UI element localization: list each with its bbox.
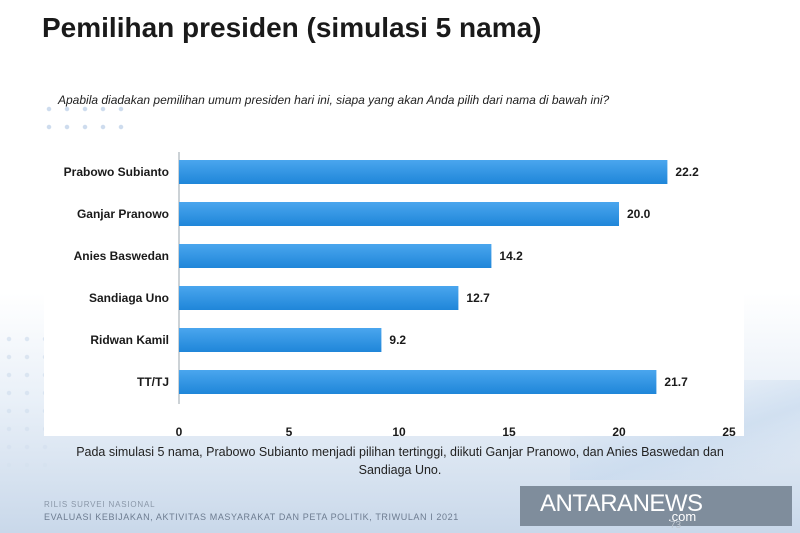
bar — [179, 160, 668, 184]
bar-chart: Prabowo Subianto 22.2 Ganjar Pranowo 20.0 An… — [64, 152, 736, 436]
data-label: 14.2 — [499, 249, 523, 263]
data-label: 20.0 — [627, 207, 651, 221]
x-tick-label: 15 — [502, 425, 516, 436]
category-label: TT/TJ — [137, 375, 169, 389]
footer-survey-label: RILIS SURVEI NASIONAL — [44, 500, 156, 509]
bar — [179, 244, 492, 268]
data-label: 22.2 — [675, 165, 699, 179]
category-label: Sandiaga Uno — [89, 291, 169, 305]
category-label: Anies Baswedan — [74, 249, 169, 263]
data-label: 21.7 — [664, 375, 688, 389]
bar — [179, 328, 382, 352]
x-tick-label: 5 — [286, 425, 293, 436]
footer-survey-title: EVALUASI KEBIJAKAN, AKTIVITAS MASYARAKAT… — [44, 512, 459, 522]
page-title: Pemilihan presiden (simulasi 5 nama) — [42, 12, 542, 43]
category-label: Ridwan Kamil — [90, 333, 169, 347]
bar — [179, 370, 657, 394]
x-tick-label: 25 — [722, 425, 736, 436]
watermark-logo-suffix: .com — [668, 509, 697, 524]
watermark-logo-background — [520, 486, 792, 526]
x-tick-label: 10 — [392, 425, 406, 436]
data-label: 9.2 — [389, 333, 406, 347]
page-number: 73 — [670, 520, 682, 531]
category-label: Ganjar Pranowo — [77, 207, 169, 221]
watermark-logo-text: ANTARANEWS — [540, 490, 703, 517]
chart-caption: Pada simulasi 5 nama, Prabowo Subianto m… — [76, 445, 724, 477]
x-tick-label: 20 — [612, 425, 626, 436]
bar — [179, 202, 619, 226]
data-label: 12.7 — [466, 291, 490, 305]
bar — [179, 286, 459, 310]
survey-question: Apabila diadakan pemilihan umum presiden… — [58, 93, 610, 107]
x-tick-label: 0 — [176, 425, 183, 436]
category-label: Prabowo Subianto — [64, 165, 169, 179]
